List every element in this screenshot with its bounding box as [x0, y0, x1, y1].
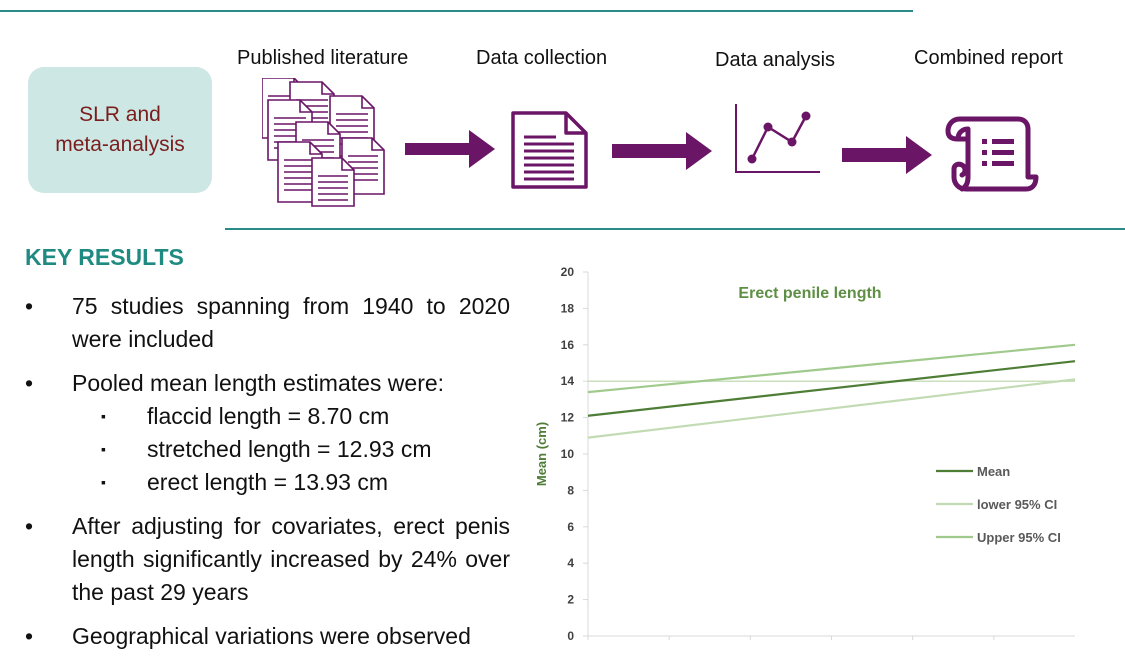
y-tick-label: 18: [561, 301, 575, 315]
bullet-text: Geographical variations were observed: [72, 623, 471, 649]
sub-list-item: ▪ erect length = 13.93 cm: [25, 466, 510, 499]
bullet-marker: •: [25, 370, 34, 396]
sub-bullet-text: erect length = 13.93 cm: [147, 469, 389, 495]
sub-list-item: ▪ flaccid length = 8.70 cm: [25, 400, 510, 433]
bullet-marker: •: [25, 623, 34, 649]
y-tick-label: 12: [561, 411, 575, 425]
slr-box-line-1: SLR and: [79, 103, 161, 126]
legend-label-0: Mean: [977, 464, 1010, 479]
y-tick-label: 2: [567, 593, 574, 607]
step-label-published-literature: Published literature: [237, 47, 409, 69]
bullet-text: After adjusting for covariates, erect pe…: [72, 513, 510, 605]
legend-label-1: lower 95% CI: [977, 497, 1057, 512]
y-axis-label: Mean (cm): [534, 422, 549, 486]
step-label-data-analysis: Data analysis: [715, 49, 836, 71]
flow-arrow-3: [842, 136, 932, 174]
top-divider: [0, 10, 913, 12]
key-results-list: • 75 studies spanning from 1940 to 2020 …: [25, 290, 510, 664]
list-item: • After adjusting for covariates, erect …: [25, 510, 510, 609]
flow-arrow-1: [405, 130, 495, 168]
bullet-marker: •: [25, 513, 34, 539]
y-tick-label: 16: [561, 338, 575, 352]
series-line-0: [587, 360, 1076, 417]
y-tick-label: 6: [567, 520, 574, 534]
sub-bullet-text: flaccid length = 8.70 cm: [147, 403, 390, 429]
slr-meta-analysis-box: SLR and meta-analysis: [28, 67, 212, 193]
bullet-marker: •: [25, 293, 34, 319]
legend-label-2: Upper 95% CI: [977, 530, 1061, 545]
documents-stack-icon: [262, 78, 385, 207]
y-tick-label: 0: [567, 629, 574, 640]
bullet-text: 75 studies spanning from 1940 to 2020 we…: [72, 293, 510, 352]
list-item: • Geographical variations were observed: [25, 620, 510, 653]
step-label-data-collection: Data collection: [476, 47, 608, 69]
list-item: • 75 studies spanning from 1940 to 2020 …: [25, 290, 510, 356]
section-divider: [225, 228, 1125, 230]
flow-arrow-2: [612, 132, 712, 170]
key-results-title: KEY RESULTS: [25, 244, 184, 270]
document-icon: [511, 111, 588, 189]
y-tick-label: 20: [561, 265, 575, 279]
y-tick-label: 4: [567, 556, 574, 570]
sub-bullet-marker: ▪: [101, 474, 106, 490]
series-line-1: [587, 378, 1076, 439]
y-tick-label: 8: [567, 483, 574, 497]
slr-box-line-2: meta-analysis: [55, 133, 185, 156]
scroll-icon: [945, 116, 1039, 192]
sub-bullet-text: stretched length = 12.93 cm: [147, 436, 432, 462]
sub-bullet-marker: ▪: [101, 441, 106, 457]
erect-length-chart: 0 2 4 6 8 10 12 14 16 18 20 Mean (cm) Erect penile l…: [534, 265, 1076, 640]
chart-title: Erect penile length: [738, 285, 881, 302]
sub-list-item: ▪ stretched length = 12.93 cm: [25, 433, 510, 466]
list-item: • Pooled mean length estimates were:: [25, 367, 510, 400]
y-tick-label: 10: [561, 447, 575, 461]
line-graph-icon: [735, 104, 820, 173]
series-line-2: [587, 343, 1076, 394]
step-label-combined-report: Combined report: [914, 47, 1063, 69]
sub-bullet-marker: ▪: [101, 408, 106, 424]
y-tick-label: 14: [561, 374, 575, 388]
sub-list: ▪ flaccid length = 8.70 cm ▪ stretched l…: [25, 400, 510, 499]
bullet-text: Pooled mean length estimates were:: [72, 370, 445, 396]
